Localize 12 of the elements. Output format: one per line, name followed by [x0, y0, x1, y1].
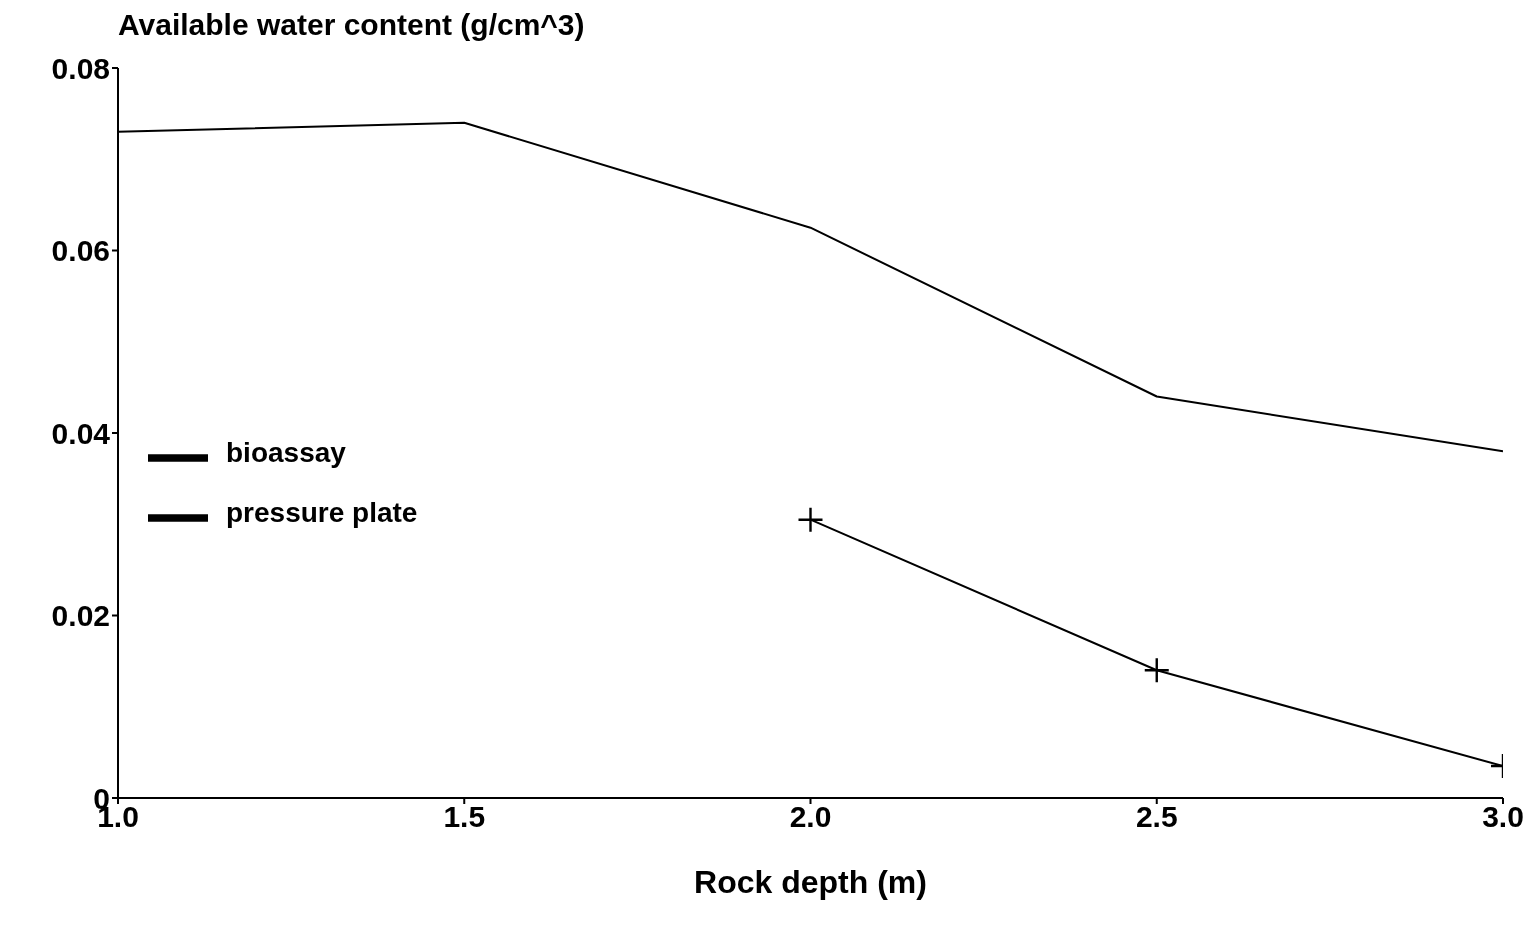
- legend-label: bioassay: [226, 437, 346, 469]
- x-tick-label: 2.5: [1135, 800, 1178, 834]
- y-tick-label: 0.08: [51, 51, 110, 85]
- x-tick-label: 3.0: [1482, 800, 1524, 834]
- y-tick-label: 0.06: [51, 234, 110, 268]
- x-tick-label: 1.5: [443, 800, 486, 834]
- legend-label: pressure plate: [226, 497, 418, 529]
- y-tick-label: 0.02: [51, 599, 110, 633]
- x-tick-label: 2.0: [789, 800, 832, 834]
- x-axis-title: Rock depth (m): [694, 864, 927, 900]
- y-tick-label: 0.04: [51, 416, 111, 450]
- y-axis-title: Available water content (g/cm^3): [118, 8, 586, 43]
